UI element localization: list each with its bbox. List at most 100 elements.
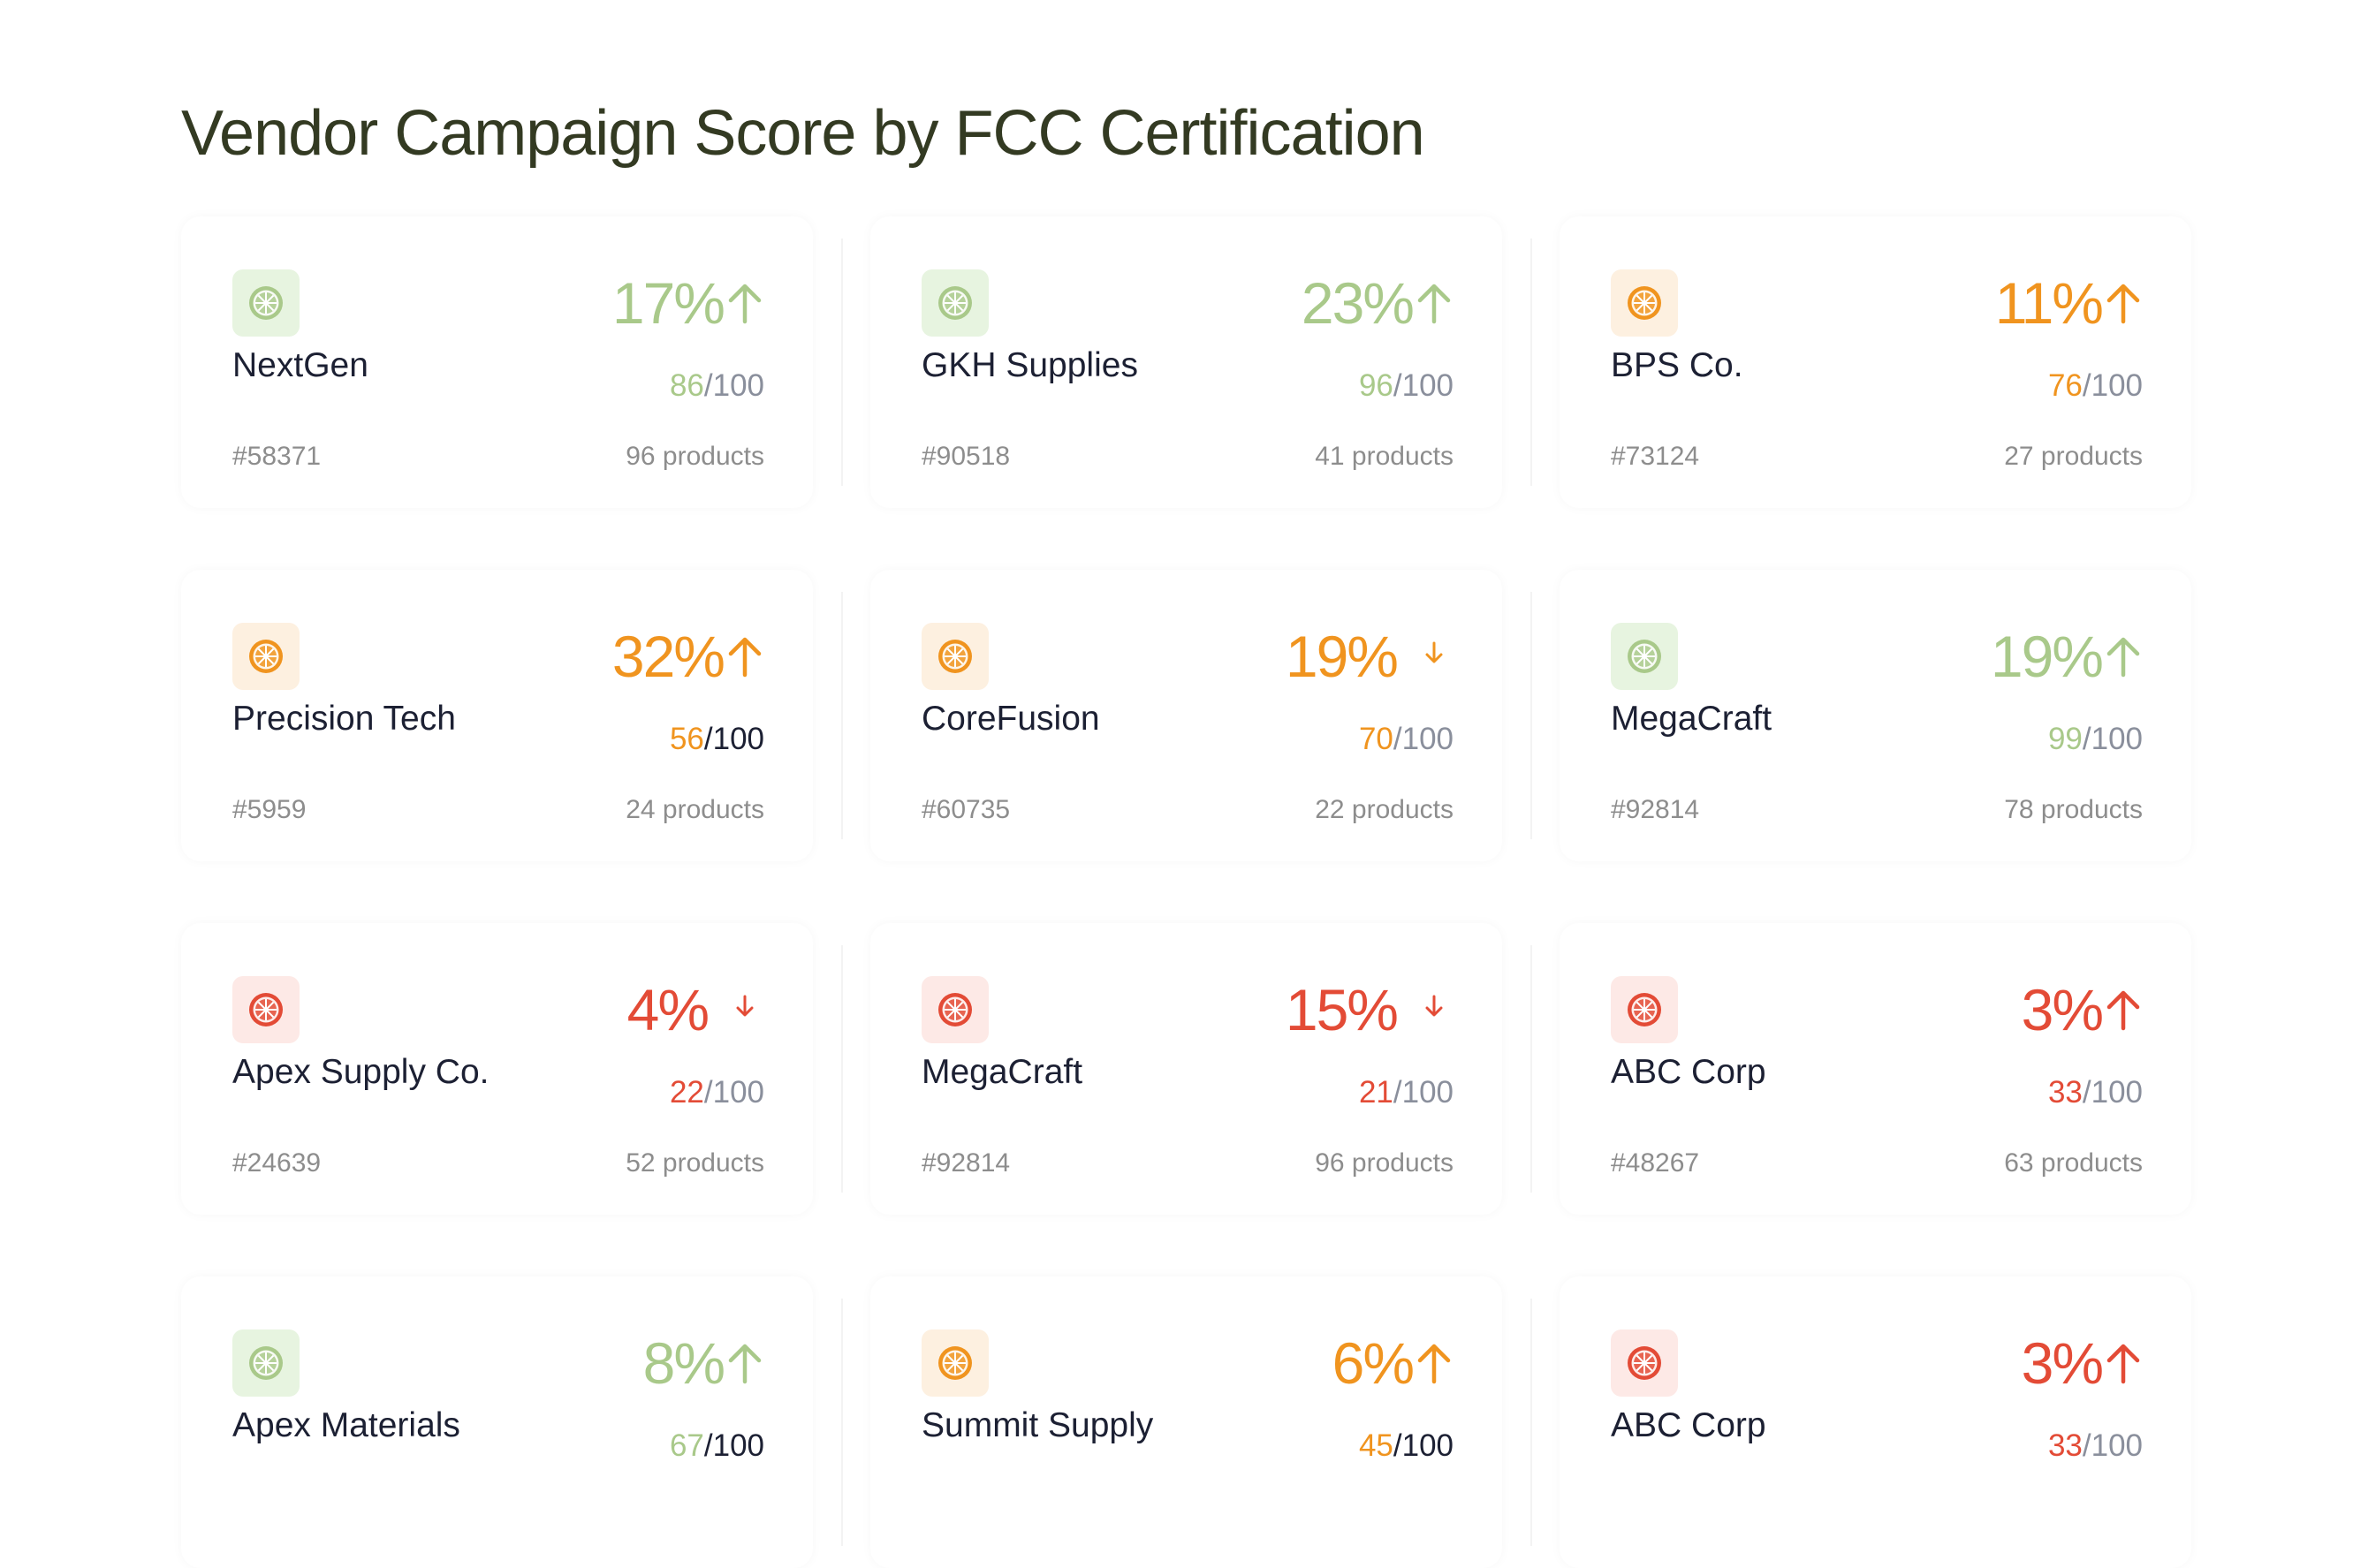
vendor-name: Apex Supply Co.: [232, 1053, 490, 1091]
arrow-up-icon: [725, 281, 764, 325]
score-value: 56: [669, 722, 704, 756]
vendor-code: #48267: [1611, 1148, 1700, 1178]
change-percent: 15%: [1285, 977, 1399, 1042]
score-max: /100: [2082, 1075, 2143, 1110]
vendor-icon-badge: [232, 623, 300, 690]
change-percent: 4%: [626, 977, 710, 1042]
vendor-name: BPS Co.: [1611, 346, 1743, 384]
campaign-score: 99/100: [2048, 722, 2143, 757]
score-max: /100: [2082, 1428, 2143, 1463]
vendor-card[interactable]: NextGen 17% 86/100 #58371 96 products: [181, 216, 843, 508]
column-divider: [841, 945, 843, 1193]
vendor-name: NextGen: [232, 346, 368, 384]
change-indicator: 15%: [1286, 981, 1454, 1039]
change-percent: 17%: [611, 270, 725, 336]
score-value: 70: [1358, 722, 1393, 756]
vendor-card[interactable]: Apex Supply Co. 4% 22/100 #24639 52 prod…: [181, 923, 843, 1215]
vendor-card[interactable]: Precision Tech 32% 56/100 #5959 24 produ…: [181, 570, 843, 861]
change-indicator: 19%: [1286, 627, 1454, 686]
arrow-up-icon: [2104, 634, 2143, 678]
campaign-score: 70/100: [1359, 722, 1454, 757]
vendor-name: GKH Supplies: [922, 346, 1138, 384]
column-divider: [1530, 239, 1532, 486]
vendor-card[interactable]: MegaCraft 19% 99/100 #92814 78 products: [1560, 570, 2191, 861]
vendor-card[interactable]: ABC Corp 3% 33/100: [1560, 1276, 2191, 1568]
change-percent: 8%: [642, 1330, 725, 1396]
product-count: 96 products: [626, 442, 764, 471]
change-percent: 11%: [1994, 270, 2104, 336]
citrus-slice-icon: [1625, 637, 1664, 676]
campaign-score: 33/100: [2048, 1075, 2143, 1110]
score-value: 33: [2047, 1428, 2083, 1463]
vendor-name: CoreFusion: [922, 700, 1100, 738]
vendor-icon-badge: [922, 976, 989, 1043]
campaign-score: 45/100: [1359, 1428, 1454, 1464]
vendor-name: MegaCraft: [1611, 700, 1772, 738]
change-indicator: 4%: [627, 981, 764, 1039]
page-title: Vendor Campaign Score by FCC Certificati…: [181, 98, 1425, 169]
change-percent: 19%: [1990, 624, 2104, 689]
vendor-card[interactable]: BPS Co. 11% 76/100 #73124 27 products: [1560, 216, 2191, 508]
citrus-slice-icon: [247, 284, 285, 322]
campaign-score: 67/100: [670, 1428, 764, 1464]
score-max: /100: [703, 1075, 764, 1110]
change-percent: 6%: [1332, 1330, 1415, 1396]
column-divider: [1530, 945, 1532, 1193]
arrow-up-icon: [2104, 1341, 2143, 1385]
column-divider: [1530, 592, 1532, 839]
vendor-icon-badge: [232, 1329, 300, 1397]
vendor-icon-badge: [922, 623, 989, 690]
score-value: 21: [1358, 1075, 1393, 1110]
vendor-name: MegaCraft: [922, 1053, 1083, 1091]
vendor-code: #73124: [1611, 442, 1700, 471]
arrow-down-icon: [710, 988, 764, 1032]
campaign-score: 33/100: [2048, 1428, 2143, 1464]
product-count: 24 products: [626, 795, 764, 824]
score-value: 33: [2047, 1075, 2083, 1110]
vendor-code: #24639: [232, 1148, 322, 1178]
product-count: 27 products: [2004, 442, 2143, 471]
vendor-card[interactable]: Summit Supply 6% 45/100: [870, 1276, 1532, 1568]
campaign-score: 21/100: [1359, 1075, 1454, 1110]
campaign-score: 96/100: [1359, 368, 1454, 404]
campaign-score: 86/100: [670, 368, 764, 404]
arrow-up-icon: [725, 634, 764, 678]
score-value: 67: [669, 1428, 704, 1463]
vendor-icon-badge: [1611, 269, 1678, 337]
score-value: 45: [1358, 1428, 1393, 1463]
product-count: 63 products: [2004, 1148, 2143, 1178]
score-value: 99: [2047, 722, 2083, 756]
vendor-icon-badge: [232, 976, 300, 1043]
vendor-code: #92814: [922, 1148, 1011, 1178]
product-count: 52 products: [626, 1148, 764, 1178]
vendor-card[interactable]: MegaCraft 15% 21/100 #92814 96 products: [870, 923, 1532, 1215]
arrow-up-icon: [1415, 1341, 1454, 1385]
score-value: 76: [2047, 368, 2083, 403]
change-percent: 32%: [611, 624, 725, 689]
vendor-card[interactable]: Apex Materials 8% 67/100: [181, 1276, 843, 1568]
citrus-slice-icon: [936, 1344, 975, 1382]
change-indicator: 8%: [643, 1334, 764, 1392]
change-indicator: 17%: [612, 274, 764, 332]
product-count: 22 products: [1315, 795, 1454, 824]
vendor-name: Precision Tech: [232, 700, 456, 738]
citrus-slice-icon: [1625, 990, 1664, 1029]
arrow-down-icon: [1399, 634, 1454, 678]
citrus-slice-icon: [247, 990, 285, 1029]
change-percent: 3%: [2021, 977, 2104, 1042]
vendor-code: #90518: [922, 442, 1011, 471]
product-count: 41 products: [1315, 442, 1454, 471]
vendor-card[interactable]: CoreFusion 19% 70/100 #60735 22 products: [870, 570, 1532, 861]
product-count: 96 products: [1315, 1148, 1454, 1178]
score-max: /100: [2082, 368, 2143, 403]
citrus-slice-icon: [247, 1344, 285, 1382]
column-divider: [841, 592, 843, 839]
arrow-down-icon: [1399, 988, 1454, 1032]
vendor-icon-badge: [922, 269, 989, 337]
vendor-name: Apex Materials: [232, 1406, 460, 1444]
score-value: 86: [669, 368, 704, 403]
change-indicator: 19%: [1991, 627, 2143, 686]
change-percent: 23%: [1301, 270, 1415, 336]
vendor-card[interactable]: ABC Corp 3% 33/100 #48267 63 products: [1560, 923, 2191, 1215]
vendor-card[interactable]: GKH Supplies 23% 96/100 #90518 41 produc…: [870, 216, 1532, 508]
